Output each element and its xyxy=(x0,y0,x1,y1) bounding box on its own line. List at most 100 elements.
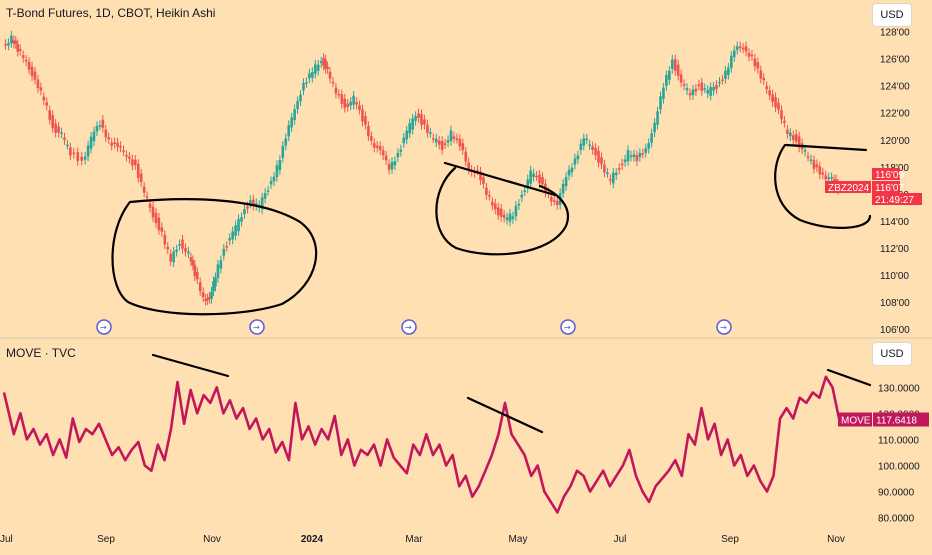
candle-body xyxy=(482,177,485,184)
candle-body xyxy=(131,159,134,166)
candle-body xyxy=(287,125,291,137)
candle-body xyxy=(95,126,99,132)
candle-body xyxy=(240,217,243,222)
candle-body xyxy=(449,130,453,141)
candle-body xyxy=(715,84,718,89)
candle-body xyxy=(358,105,361,110)
event-marker-icon[interactable] xyxy=(716,319,732,335)
candle-body xyxy=(511,216,515,220)
candle-body xyxy=(774,97,777,108)
y-tick-label: 110'00 xyxy=(880,271,909,282)
candle-body xyxy=(254,203,258,206)
candle-body xyxy=(514,205,518,217)
candle-body xyxy=(66,144,69,147)
candle-body xyxy=(184,248,187,252)
candle-body xyxy=(396,152,400,158)
main-currency-button[interactable]: USD xyxy=(872,3,912,27)
candle-body xyxy=(355,102,358,105)
candle-body xyxy=(324,59,327,70)
candle-body xyxy=(110,142,113,146)
candle-body xyxy=(243,209,246,215)
x-tick-label: Nov xyxy=(827,534,845,545)
candle-body xyxy=(364,116,367,125)
candle-body xyxy=(27,61,31,70)
candle-body xyxy=(609,179,612,181)
candle-body xyxy=(154,212,158,223)
y-tick-label: 112'00 xyxy=(880,244,909,255)
candle-body xyxy=(496,207,500,216)
candle-body xyxy=(160,227,164,232)
candle-body xyxy=(523,190,527,193)
candle-body xyxy=(319,61,323,64)
indicator-y-tick-label: 130.0000 xyxy=(878,383,920,394)
candle-body xyxy=(665,74,668,87)
candle-body xyxy=(290,117,293,128)
candle-body xyxy=(222,248,226,256)
candle-body xyxy=(249,200,252,204)
candle-body xyxy=(281,145,285,158)
candle-body xyxy=(485,187,488,195)
candle-body xyxy=(635,155,639,162)
candle-body xyxy=(679,74,683,83)
move-value-tag-label: 117.6418 xyxy=(876,415,917,426)
candle-body xyxy=(69,147,72,156)
candle-body xyxy=(597,150,600,163)
candle-body xyxy=(685,88,689,91)
candle-body xyxy=(263,193,267,199)
candle-body xyxy=(694,88,698,92)
candle-body xyxy=(272,176,276,182)
x-tick-label: Jul xyxy=(0,534,13,545)
candle-body xyxy=(80,156,83,161)
candle-body xyxy=(4,43,7,46)
trendline-annotation-2 xyxy=(443,161,557,197)
candle-body xyxy=(526,179,530,189)
candle-body xyxy=(777,102,780,110)
candle-body xyxy=(582,138,586,146)
candle-body xyxy=(668,70,671,80)
main-chart-title: T-Bond Futures, 1D, CBOT, Heikin Ashi xyxy=(6,6,216,20)
candle-body xyxy=(617,167,621,170)
candle-body xyxy=(142,186,146,193)
candle-body xyxy=(219,260,223,269)
move-value-tag xyxy=(873,412,929,427)
candle-body xyxy=(151,206,155,218)
candle-body xyxy=(45,102,49,106)
candle-body xyxy=(60,132,63,134)
y-tick-label: 122'00 xyxy=(880,109,910,120)
candle-body xyxy=(464,151,468,162)
candle-body xyxy=(378,146,382,151)
candle-body xyxy=(128,156,131,159)
event-marker-icon[interactable] xyxy=(249,319,265,335)
candle-body xyxy=(51,115,54,129)
ellipse-annotation-1 xyxy=(111,198,318,316)
candle-body xyxy=(585,138,589,141)
indicator-currency-button[interactable]: USD xyxy=(872,342,912,366)
candle-body xyxy=(370,136,373,141)
candle-body xyxy=(437,140,441,145)
candle-body xyxy=(326,66,329,69)
candle-body xyxy=(479,171,482,181)
candle-body xyxy=(641,153,645,155)
candle-body xyxy=(429,132,432,134)
candle-body xyxy=(284,138,288,146)
candle-body xyxy=(797,136,801,148)
candle-body xyxy=(673,59,677,71)
candle-body xyxy=(420,114,423,125)
event-markers[interactable]: → → → → → xyxy=(96,319,732,335)
trendline-annotation-move-2 xyxy=(466,396,544,434)
event-marker-icon[interactable] xyxy=(560,319,576,335)
event-marker-icon[interactable] xyxy=(401,319,417,335)
candle-body xyxy=(139,173,143,182)
candle-body xyxy=(119,145,122,148)
price-tag xyxy=(872,193,922,205)
candle-body xyxy=(308,73,311,79)
svg-text:→: → xyxy=(564,323,571,332)
y-tick-label: 120'00 xyxy=(880,136,910,147)
candle-body xyxy=(747,52,751,57)
candle-body xyxy=(458,139,462,147)
candle-body xyxy=(567,169,571,176)
candle-body xyxy=(803,149,807,152)
candle-body xyxy=(712,86,715,91)
event-marker-icon[interactable] xyxy=(96,319,112,335)
